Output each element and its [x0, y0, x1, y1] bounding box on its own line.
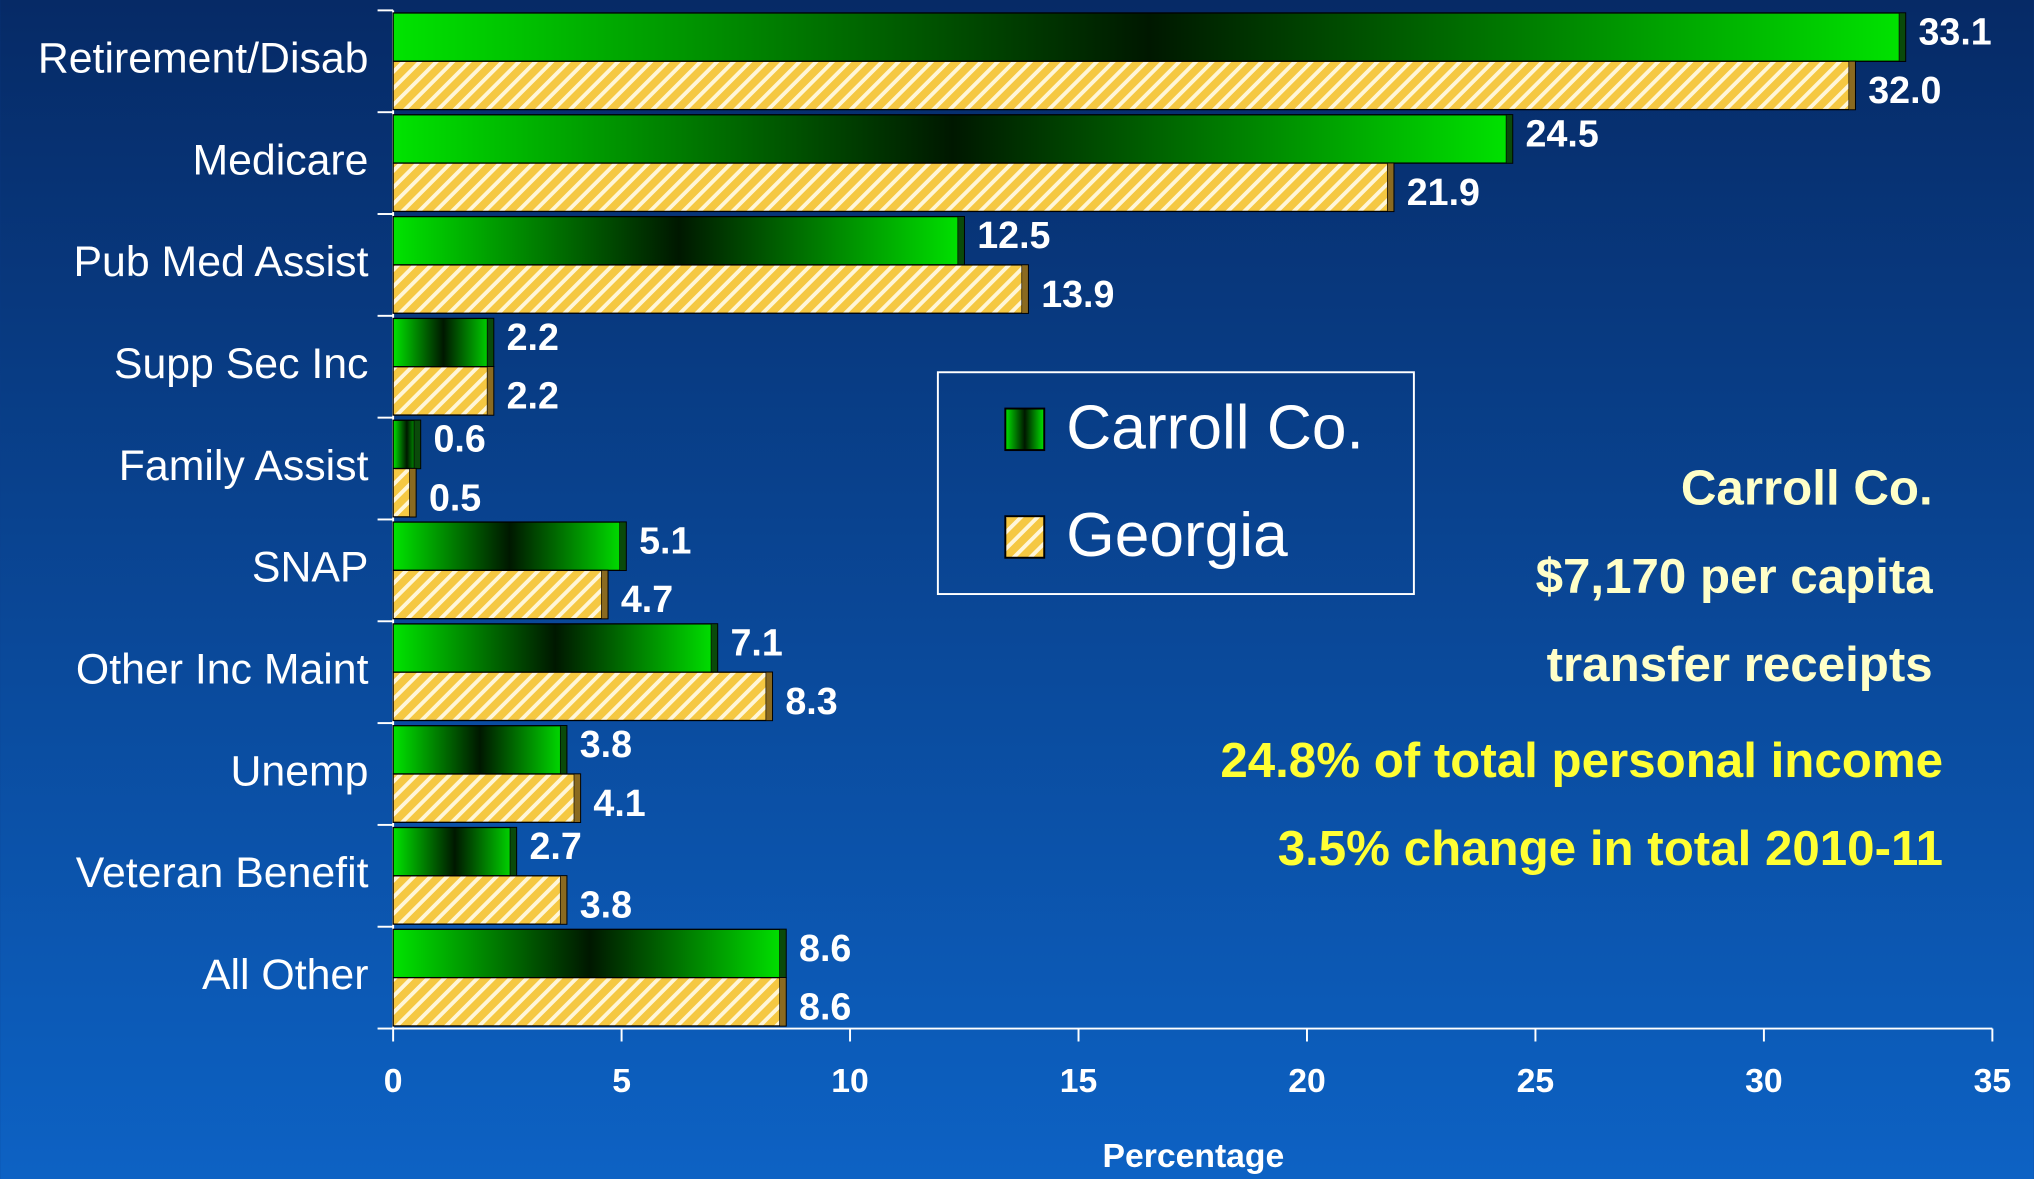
- value-label: 5.1: [639, 520, 691, 562]
- bar-edge: [779, 977, 787, 1027]
- legend-swatch: [1004, 407, 1046, 452]
- bar: [392, 671, 774, 722]
- value-label: 3.8: [580, 884, 632, 926]
- bar-edge: [486, 366, 494, 416]
- legend-label: Carroll Co.: [1066, 393, 1363, 462]
- bar-edge: [559, 725, 568, 775]
- bar: [392, 725, 568, 775]
- x-axis-label: Percentage: [1102, 1137, 1284, 1175]
- legend-box: [936, 371, 1415, 596]
- bar: [392, 60, 1856, 111]
- bar-edge: [957, 216, 965, 266]
- x-tick-label: 30: [1745, 1062, 1783, 1100]
- bar-edge: [409, 468, 417, 518]
- legend-label: Georgia: [1066, 501, 1288, 570]
- bar: [392, 569, 609, 620]
- value-label: 24.5: [1526, 112, 1599, 154]
- bar-edge: [1848, 60, 1856, 110]
- bar: [392, 826, 518, 877]
- bar: [392, 215, 965, 266]
- bar-edge: [413, 419, 421, 469]
- bar-edge: [779, 928, 787, 978]
- annotation: Carroll Co.: [1681, 461, 1933, 516]
- bar: [392, 976, 787, 1027]
- bar: [392, 264, 1029, 314]
- value-label: 8.6: [799, 986, 851, 1028]
- value-label: 21.9: [1407, 171, 1480, 213]
- bar: [392, 928, 787, 979]
- bar: [392, 875, 568, 925]
- bar-edge: [509, 827, 517, 877]
- category-label: SNAP: [252, 544, 369, 592]
- category-label: Supp Sec Inc: [114, 340, 369, 388]
- value-label: 13.9: [1041, 273, 1114, 315]
- value-label: 2.2: [507, 316, 559, 358]
- value-label: 0.6: [434, 418, 486, 460]
- bar-edge: [619, 521, 627, 571]
- annotation: 3.5% change in total 2010-11: [1278, 821, 1943, 876]
- category-label: Other Inc Maint: [76, 645, 369, 693]
- value-label: 8.6: [799, 927, 851, 969]
- value-label: 32.0: [1868, 69, 1941, 111]
- category-label: All Other: [202, 951, 368, 999]
- bar-edge: [1021, 264, 1029, 314]
- bar: [392, 12, 1907, 62]
- bar: [392, 773, 582, 823]
- value-label: 2.7: [529, 825, 581, 867]
- value-label: 8.3: [785, 680, 837, 722]
- value-label: 3.8: [580, 723, 632, 765]
- x-tick-label: 10: [831, 1062, 869, 1100]
- bar-edge: [573, 773, 581, 823]
- category-label: Veteran Benefit: [76, 849, 369, 897]
- bar-edge: [765, 671, 773, 721]
- bar-edge: [601, 570, 609, 620]
- value-label: 2.2: [507, 375, 559, 417]
- bar: [392, 317, 495, 368]
- bar: [392, 623, 719, 673]
- bar-edge: [710, 623, 718, 673]
- value-label: 33.1: [1919, 10, 1992, 52]
- category-label: Pub Med Assist: [74, 238, 369, 286]
- value-label: 7.1: [731, 621, 783, 663]
- annotation: transfer receipts: [1547, 637, 1933, 692]
- bar: [392, 114, 1514, 164]
- legend-swatch: [1004, 515, 1046, 559]
- category-label: Retirement/Disab: [38, 35, 369, 83]
- bar: [392, 366, 495, 416]
- value-label: 4.1: [593, 782, 645, 824]
- bar-edge: [486, 318, 494, 368]
- bar: [392, 521, 627, 572]
- x-tick-label: 35: [1974, 1062, 2012, 1100]
- x-tick-label: 0: [384, 1062, 403, 1100]
- category-label: Medicare: [192, 136, 368, 184]
- category-label: Family Assist: [119, 442, 369, 490]
- value-label: 4.7: [621, 578, 673, 620]
- annotation: 24.8% of total personal income: [1220, 733, 1943, 788]
- x-tick-label: 5: [612, 1062, 631, 1100]
- bar-edge: [559, 875, 568, 925]
- value-label: 12.5: [977, 214, 1050, 256]
- x-tick-label: 25: [1517, 1062, 1555, 1100]
- x-tick-label: 15: [1060, 1062, 1098, 1100]
- bar-edge: [1386, 162, 1395, 212]
- category-label: Unemp: [231, 747, 369, 795]
- bar: [392, 162, 1395, 213]
- bar-edge: [1898, 12, 1906, 62]
- bar-edge: [1505, 114, 1513, 164]
- annotation: $7,170 per capita: [1536, 549, 1934, 604]
- x-tick-label: 20: [1288, 1062, 1326, 1100]
- value-label: 0.5: [429, 476, 481, 518]
